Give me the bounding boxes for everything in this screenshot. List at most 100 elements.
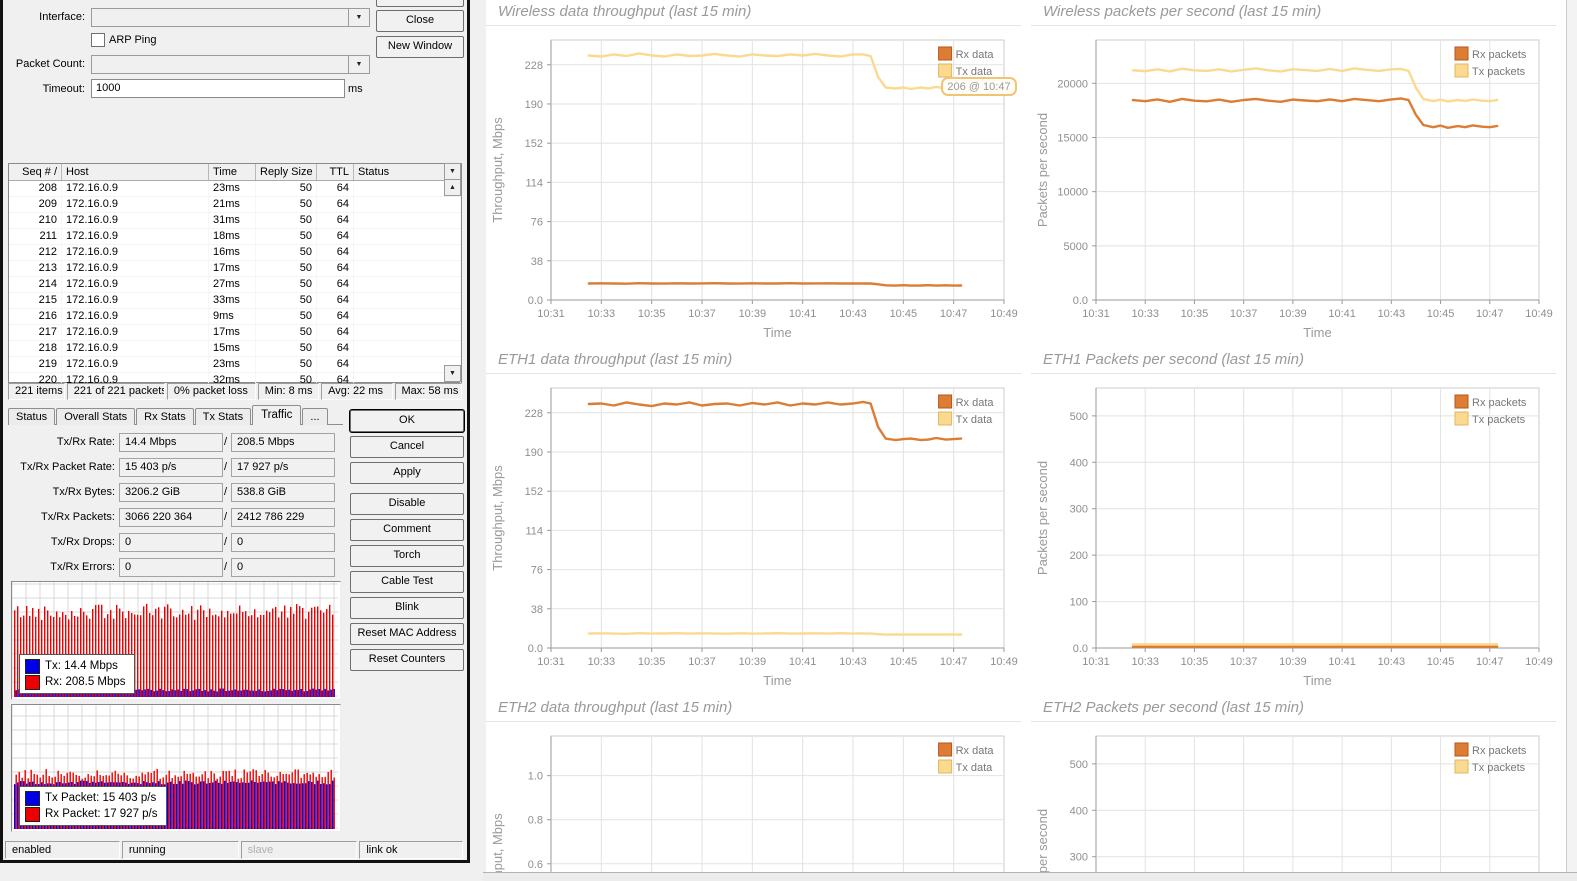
table-row[interactable]: 212 172.16.0.9 16ms 50 64 xyxy=(9,245,461,261)
ok-button[interactable]: OK xyxy=(350,410,464,432)
svg-text:114: 114 xyxy=(525,177,543,189)
table-row[interactable]: 208 172.16.0.9 23ms 50 64 xyxy=(9,181,461,197)
traffic-rx-value: 0 xyxy=(231,558,335,577)
svg-text:400: 400 xyxy=(1070,805,1088,817)
scroll-up-icon[interactable]: ▲ xyxy=(444,179,461,196)
packet-count-dropdown-icon[interactable]: ▼ xyxy=(348,55,370,74)
vertical-scrollbar[interactable] xyxy=(1566,0,1577,872)
tab-tx-stats[interactable]: Tx Stats xyxy=(194,408,252,425)
traffic-field-label: Tx/Rx Rate: xyxy=(56,436,115,448)
tab-overall-stats[interactable]: Overall Stats xyxy=(56,408,136,425)
legend-entry: Rx data xyxy=(938,46,994,61)
column-header-host[interactable]: Host xyxy=(62,164,209,180)
svg-text:Tx packets: Tx packets xyxy=(1472,762,1526,774)
svg-text:10:45: 10:45 xyxy=(1427,308,1455,320)
table-body[interactable]: 208 172.16.0.9 23ms 50 64 209 172.16.0.9 21ms 50… xyxy=(9,181,461,389)
interface-dropdown-icon[interactable]: ▼ xyxy=(348,8,370,27)
traffic-rx-value: 17 927 p/s xyxy=(231,458,335,477)
table-cell: 64 xyxy=(317,293,354,308)
charts-panel[interactable]: Wireless data throughput (last 15 min) 0.… xyxy=(486,0,1566,872)
svg-text:5000: 5000 xyxy=(1064,241,1088,253)
tab-status[interactable]: Status xyxy=(8,408,56,425)
traffic-field-label: Tx/Rx Bytes: xyxy=(52,486,115,498)
table-cell: 33ms xyxy=(209,293,256,308)
column-picker-icon[interactable]: ▼ xyxy=(444,163,461,180)
table-row[interactable]: 219 172.16.0.9 23ms 50 64 xyxy=(9,357,461,373)
svg-text:114: 114 xyxy=(525,525,543,537)
svg-text:206 @ 10:47: 206 @ 10:47 xyxy=(947,81,1010,93)
table-cell: 210 xyxy=(9,213,62,228)
apply-button[interactable]: Apply xyxy=(350,462,464,484)
table-row[interactable]: 218 172.16.0.9 15ms 50 64 xyxy=(9,341,461,357)
line-chart-svg: 0.0 38 76 114 152 190 228 10:31 10:33 10:35 10:37 1… xyxy=(490,387,1018,688)
disable-button[interactable]: Disable xyxy=(350,493,464,515)
iface-status-running: running xyxy=(121,841,239,859)
svg-text:300: 300 xyxy=(1070,852,1088,864)
table-cell: 64 xyxy=(317,357,354,372)
table-row[interactable]: 210 172.16.0.9 31ms 50 64 xyxy=(9,213,461,229)
svg-text:Throughput, Mbps: Throughput, Mbps xyxy=(490,813,505,872)
tab--[interactable]: ... xyxy=(302,408,328,425)
svg-text:10:39: 10:39 xyxy=(1279,308,1307,320)
new-window-button[interactable]: New Window xyxy=(376,36,464,58)
interface-select[interactable]: ▼ xyxy=(91,8,370,27)
svg-text:10:35: 10:35 xyxy=(1181,656,1209,668)
cable-test-button[interactable]: Cable Test xyxy=(350,571,464,593)
table-header[interactable]: Seq # / Host Time Reply Size TTL Status xyxy=(9,164,461,181)
table-row[interactable]: 209 172.16.0.9 21ms 50 64 xyxy=(9,197,461,213)
table-cell xyxy=(354,293,461,308)
series-rx-line xyxy=(587,281,963,287)
torch-button[interactable]: Torch xyxy=(350,545,464,567)
column-header-size[interactable]: Reply Size xyxy=(256,164,317,180)
table-row[interactable]: 213 172.16.0.9 17ms 50 64 xyxy=(9,261,461,277)
svg-text:0.0: 0.0 xyxy=(1073,643,1088,655)
chart-eth1-throughput: ETH1 data throughput (last 15 min) 0.0 38 7… xyxy=(486,348,1031,696)
horizontal-scrollbar[interactable] xyxy=(483,872,1577,881)
table-row[interactable]: 214 172.16.0.9 27ms 50 64 xyxy=(9,277,461,293)
column-header-seq[interactable]: Seq # / xyxy=(9,164,62,180)
svg-text:190: 190 xyxy=(525,447,543,459)
svg-text:10:47: 10:47 xyxy=(940,308,968,320)
chart-eth2-throughput: ETH2 data throughput (last 15 min)0.00.2… xyxy=(486,696,1031,872)
table-row[interactable]: 217 172.16.0.9 17ms 50 64 xyxy=(9,325,461,341)
series-tx-line xyxy=(587,631,963,636)
slash-separator: / xyxy=(224,511,228,523)
tab-rx-stats[interactable]: Rx Stats xyxy=(136,408,194,425)
slash-separator: / xyxy=(224,536,228,548)
legend-label: Tx Packet: 15 403 p/s xyxy=(45,792,157,804)
partial-button-top[interactable] xyxy=(376,0,464,7)
table-cell: 16ms xyxy=(209,245,256,260)
timeout-input[interactable]: 1000 xyxy=(91,79,345,98)
legend-entry: Tx: 14.4 Mbps xyxy=(25,658,126,674)
cancel-button[interactable]: Cancel xyxy=(350,436,464,458)
close-button[interactable]: Close xyxy=(376,10,464,32)
column-header-ttl[interactable]: TTL xyxy=(317,164,354,180)
table-cell: 50 xyxy=(256,341,317,356)
table-row[interactable]: 211 172.16.0.9 18ms 50 64 xyxy=(9,229,461,245)
reset-mac-address-button[interactable]: Reset MAC Address xyxy=(350,623,464,645)
table-cell: 15ms xyxy=(209,341,256,356)
table-row[interactable]: 215 172.16.0.9 33ms 50 64 xyxy=(9,293,461,309)
blink-button[interactable]: Blink xyxy=(350,597,464,619)
column-header-time[interactable]: Time xyxy=(209,164,256,180)
traffic-tx-value: 3206.2 GiB xyxy=(119,483,223,502)
traffic-field-label: Tx/Rx Drops: xyxy=(50,536,115,548)
ping-results-table[interactable]: Seq # / Host Time Reply Size TTL Status 208 17… xyxy=(8,163,462,389)
legend-entry: Rx packets xyxy=(1454,46,1527,61)
reset-counters-button[interactable]: Reset Counters xyxy=(350,649,464,671)
series-tx-line xyxy=(1131,67,1499,103)
scroll-down-icon[interactable]: ▼ xyxy=(444,365,461,382)
packet-bar-chart: Tx Packet: 15 403 p/s Rx Packet: 17 927 p… xyxy=(11,704,341,832)
legend-entry: Rx data xyxy=(938,742,994,757)
packet-count-select[interactable]: ▼ xyxy=(91,55,370,74)
svg-text:10:43: 10:43 xyxy=(1378,308,1406,320)
svg-text:10:49: 10:49 xyxy=(1525,656,1553,668)
tab-traffic[interactable]: Traffic xyxy=(252,405,302,425)
table-row[interactable]: 216 172.16.0.9 9ms 50 64 xyxy=(9,309,461,325)
table-cell: 50 xyxy=(256,357,317,372)
svg-text:10:41: 10:41 xyxy=(789,308,817,320)
arp-ping-checkbox[interactable] xyxy=(91,33,105,47)
table-cell: 172.16.0.9 xyxy=(62,229,209,244)
comment-button[interactable]: Comment xyxy=(350,519,464,541)
table-cell: 23ms xyxy=(209,357,256,372)
